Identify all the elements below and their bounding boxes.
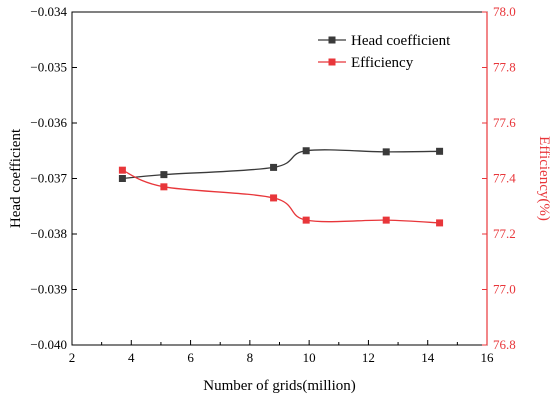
y2-tick-label: 76.8 <box>493 337 516 352</box>
data-point-head-coefficient <box>160 171 168 179</box>
x-tick-label: 6 <box>187 350 194 365</box>
data-point-head-coefficient <box>382 148 390 156</box>
bottom-axis-ticks: 2 4 6 8 10 12 14 16 <box>69 340 494 365</box>
legend-marker-efficiency <box>328 58 336 66</box>
y-tick-label: −0.040 <box>30 337 67 352</box>
series-layer <box>118 147 444 227</box>
y-tick-label: −0.039 <box>30 282 67 297</box>
y2-tick-label: 78.0 <box>493 4 516 19</box>
data-point-head-coefficient <box>118 175 126 182</box>
y-axis-title: Head coefficient <box>8 128 24 228</box>
data-point-efficiency <box>160 183 168 191</box>
data-point-head-coefficient <box>302 147 310 155</box>
legend-item-efficiency: Efficiency <box>318 55 414 71</box>
x-tick-label: 8 <box>247 350 254 365</box>
x-tick-label: 14 <box>421 350 435 365</box>
legend-label-efficiency: Efficiency <box>351 55 414 71</box>
data-point-efficiency <box>302 216 310 224</box>
x-tick-label: 2 <box>69 350 76 365</box>
x-tick-label: 10 <box>303 350 316 365</box>
legend-marker-head-coefficient <box>328 36 336 44</box>
data-point-efficiency <box>118 166 126 174</box>
y-tick-label: −0.034 <box>30 4 67 19</box>
x-tick-label: 16 <box>481 350 495 365</box>
y2-axis-title: Efficiency(%) <box>536 136 550 221</box>
data-point-head-coefficient <box>436 147 444 155</box>
left-axis-ticks: −0.034 −0.035 −0.036 −0.037 −0.038 −0.039 −0.0… <box>30 4 77 352</box>
data-point-efficiency <box>270 194 278 202</box>
y2-tick-label: 77.4 <box>493 171 516 186</box>
right-axis-ticks: 78.0 77.8 77.6 77.4 77.2 77.0 76.8 <box>482 4 516 352</box>
data-point-efficiency <box>382 216 390 224</box>
y2-tick-label: 77.6 <box>493 115 516 130</box>
data-point-head-coefficient <box>270 163 278 171</box>
y-tick-label: −0.036 <box>30 115 67 130</box>
series-line-head-coefficient <box>122 149 440 180</box>
y-tick-label: −0.035 <box>30 60 67 75</box>
legend-label-head-coefficient: Head coefficient <box>351 33 451 49</box>
legend: Head coefficient Efficiency <box>318 33 451 71</box>
series-line-efficiency <box>122 169 440 224</box>
y2-tick-label: 77.0 <box>493 282 516 297</box>
data-point-efficiency <box>436 219 444 227</box>
x-tick-label: 4 <box>128 350 135 365</box>
y-tick-label: −0.038 <box>30 226 67 241</box>
x-tick-label: 12 <box>362 350 375 365</box>
y-tick-label: −0.037 <box>30 171 67 186</box>
y2-tick-label: 77.2 <box>493 226 516 241</box>
plot-frame <box>71 11 488 346</box>
x-axis-title: Number of grids(million) <box>203 378 355 394</box>
legend-item-head-coefficient: Head coefficient <box>318 33 451 49</box>
y2-tick-label: 77.8 <box>493 60 516 75</box>
